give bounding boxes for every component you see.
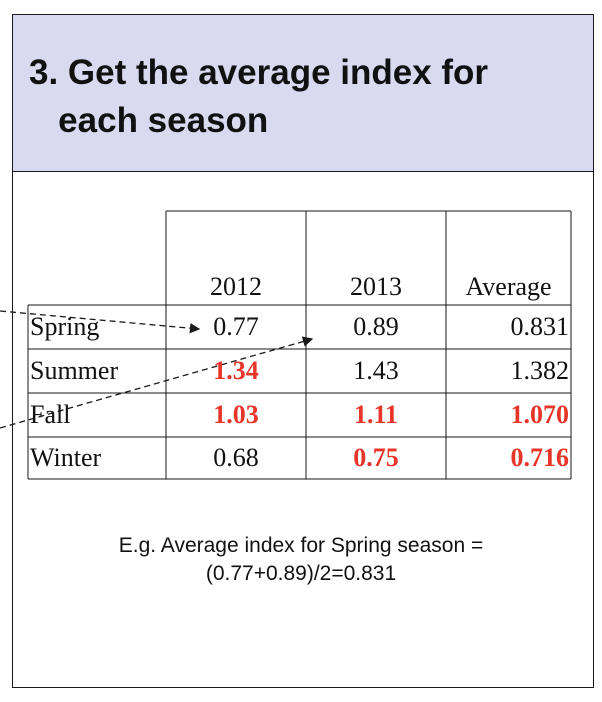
slide-frame: 3. Get the average index for each season [12,14,594,688]
row-label-summer: Summer [30,356,119,385]
header-2013: 2013 [350,272,402,301]
cell-winter-average: 0.716 [510,443,570,472]
title-banner: 3. Get the average index for each season [13,15,593,172]
cell-summer-2012: 1.34 [213,356,259,385]
slide-title: 3. Get the average index for each season [29,49,488,145]
cell-spring-average: 0.831 [510,312,570,341]
example-line-1: E.g. Average index for Spring season = [118,534,484,557]
title-line-2: each season [29,101,269,140]
cell-summer-average: 1.382 [510,356,570,385]
header-2012: 2012 [210,272,262,301]
title-line-1: 3. Get the average index for [29,53,489,92]
example-line-2: (0.77+0.89)/2=0.831 [205,562,397,585]
header-average: Average [465,272,552,301]
cell-spring-2013: 0.89 [353,312,399,341]
arrow-spring-2013 [0,336,314,429]
cell-winter-2013: 0.75 [353,443,399,472]
arrow-spring-2012 [0,310,201,334]
cell-fall-2012: 1.03 [213,400,259,429]
row-label-winter: Winter [30,443,102,472]
row-label-fall: Fall [30,400,71,429]
cell-fall-2013: 1.11 [353,400,399,429]
example-note: E.g. Average index for Spring season = (… [0,532,602,588]
season-index-table: 2012 2013 Average Spring 0.77 0.89 0.831… [28,211,571,479]
cell-spring-2012: 0.77 [213,312,259,341]
cell-summer-2013: 1.43 [353,356,399,385]
cell-winter-2012: 0.68 [213,443,259,472]
row-label-spring: Spring [30,312,100,341]
cell-fall-average: 1.070 [510,400,570,429]
